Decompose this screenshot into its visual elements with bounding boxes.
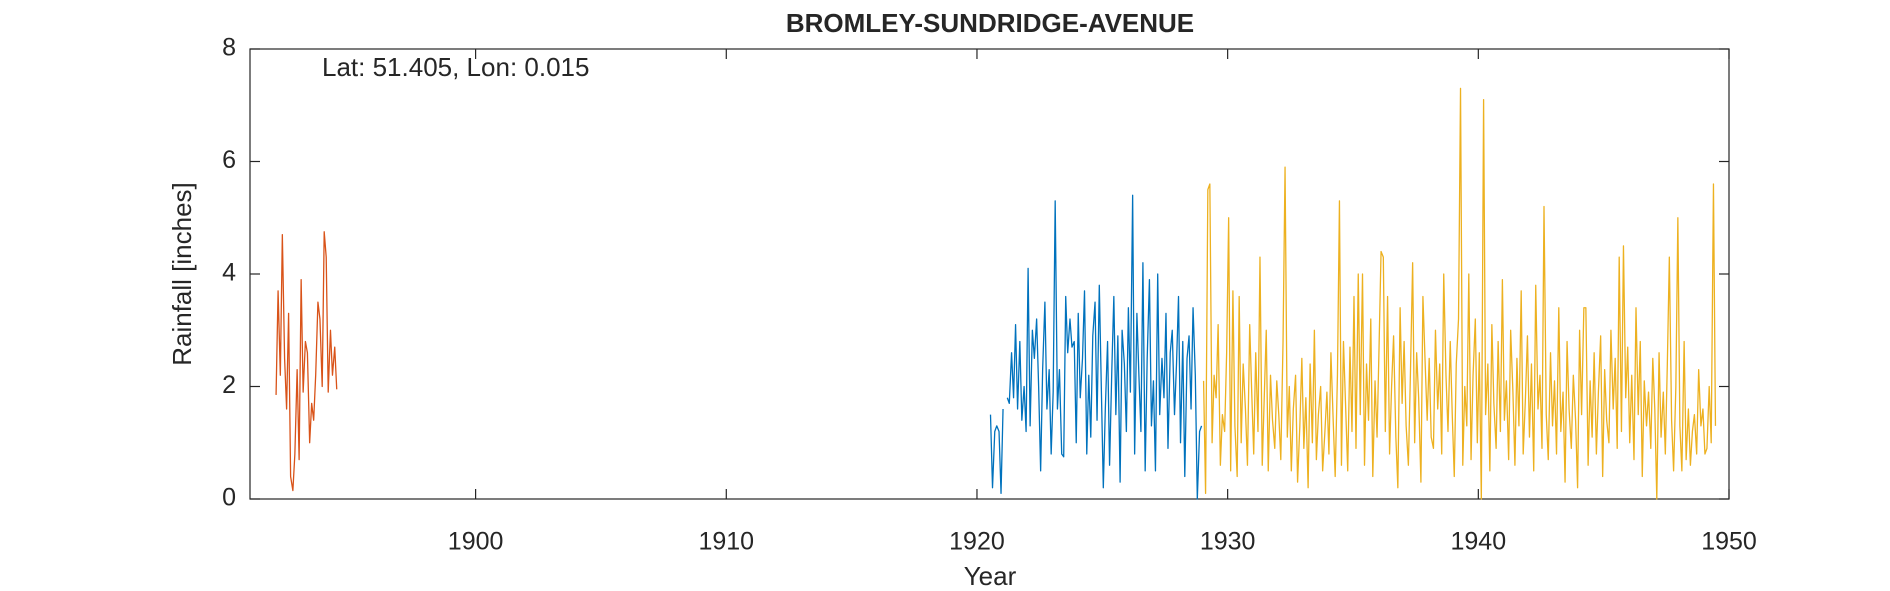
- x-tick-label: 1920: [949, 528, 1005, 556]
- rainfall-line: [989, 194, 1203, 500]
- x-tick-label: 1900: [448, 528, 504, 556]
- chart-title: BROMLEY-SUNDRIDGE-AVENUE: [786, 8, 1194, 38]
- y-tick-label: 4: [222, 259, 236, 287]
- annotation: Lat: 51.405, Lon: 0.015: [322, 52, 589, 82]
- y-axis-label: Rainfall [inches]: [167, 182, 197, 366]
- x-tick-label: 1930: [1200, 528, 1256, 556]
- plot-frame: [249, 48, 1730, 500]
- x-tick-label: 1940: [1451, 528, 1507, 556]
- x-tick-label: 1950: [1701, 528, 1757, 556]
- x-axis-label: Year: [964, 561, 1017, 591]
- y-tick-label: 0: [222, 484, 236, 512]
- y-tick-label: 8: [222, 34, 236, 62]
- y-tick-label: 6: [222, 146, 236, 174]
- rainfall-line: [1202, 87, 1717, 500]
- rainfall-line: [275, 231, 338, 492]
- x-tick-label: 1910: [698, 528, 754, 556]
- y-tick-label: 2: [222, 371, 236, 399]
